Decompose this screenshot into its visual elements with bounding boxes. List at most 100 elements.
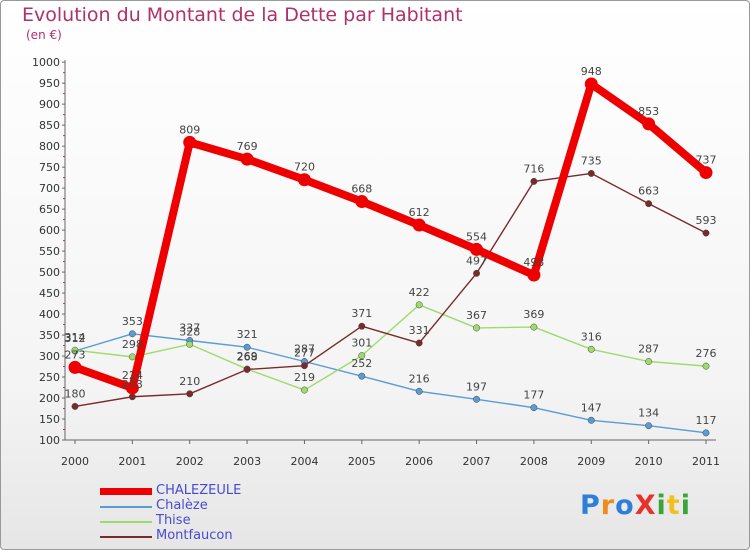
y-tick-label: 200	[39, 392, 60, 405]
legend-label: CHALEZEULE	[156, 483, 242, 498]
x-tick-label: 2002	[176, 455, 204, 468]
data-point	[642, 117, 656, 131]
data-label: 147	[581, 401, 602, 414]
data-point	[355, 195, 369, 209]
data-point	[645, 422, 653, 430]
data-point	[527, 268, 541, 282]
data-label: 331	[409, 324, 430, 337]
data-label: 287	[294, 342, 315, 355]
data-point	[128, 330, 136, 338]
data-label: 216	[409, 372, 430, 385]
x-tick-label: 2007	[463, 455, 491, 468]
data-point	[645, 200, 653, 208]
data-point	[186, 390, 194, 398]
data-point	[183, 135, 197, 149]
y-tick-label: 700	[39, 182, 60, 195]
data-point	[587, 345, 595, 353]
proxiti-logo: ProXiti	[580, 490, 691, 521]
x-tick-label: 2011	[692, 455, 720, 468]
data-label: 497	[466, 254, 487, 267]
data-label: 668	[351, 183, 372, 196]
data-label: 367	[466, 309, 487, 322]
data-label: 735	[581, 154, 602, 167]
data-point	[243, 343, 251, 351]
y-tick-label: 350	[39, 329, 60, 342]
y-tick-label: 150	[39, 413, 60, 426]
data-point	[128, 393, 136, 401]
y-tick-label: 1000	[32, 56, 60, 69]
legend-label: Thise	[156, 513, 191, 528]
data-label: 269	[237, 350, 258, 363]
legend-label: Montfaucon	[156, 528, 233, 543]
data-point	[358, 372, 366, 380]
data-label: 301	[351, 337, 372, 350]
data-point	[587, 169, 595, 177]
data-point	[412, 218, 426, 232]
y-tick-label: 400	[39, 308, 60, 321]
data-point	[530, 404, 538, 412]
data-label: 809	[179, 123, 200, 136]
data-label: 328	[179, 325, 200, 338]
data-point	[645, 358, 653, 365]
data-point	[584, 77, 598, 91]
data-label: 853	[638, 105, 659, 118]
data-label: 316	[581, 330, 602, 343]
x-tick-label: 2001	[118, 455, 146, 468]
y-tick-label: 600	[39, 224, 60, 237]
data-label: 177	[523, 389, 544, 402]
data-label: 353	[122, 315, 143, 328]
data-label: 252	[351, 357, 372, 370]
data-point	[473, 324, 480, 332]
y-tick-label: 450	[39, 287, 60, 300]
y-tick-label: 500	[39, 266, 60, 279]
data-point	[415, 339, 423, 347]
data-label: 197	[466, 380, 487, 393]
data-point	[128, 353, 136, 361]
data-label: 593	[696, 214, 717, 227]
legend-swatch	[100, 521, 152, 523]
series-line-thise	[74, 304, 707, 391]
data-label: 337	[179, 322, 200, 335]
data-label: 612	[409, 206, 430, 219]
data-label: 276	[696, 347, 717, 360]
data-point	[68, 360, 82, 374]
data-point	[470, 242, 484, 256]
data-point	[587, 416, 595, 424]
data-label: 210	[179, 375, 200, 388]
data-point	[125, 381, 139, 395]
chart-subtitle: (en €)	[26, 28, 62, 42]
series-line-montfaucon	[74, 172, 707, 408]
data-label: 180	[65, 387, 86, 400]
data-label: 737	[696, 154, 717, 167]
data-point	[699, 166, 713, 180]
y-tick-label: 550	[39, 245, 60, 258]
y-tick-label: 250	[39, 371, 60, 384]
data-label: 312	[65, 332, 86, 345]
data-point	[702, 429, 710, 437]
data-point	[301, 362, 308, 370]
data-point	[358, 352, 366, 360]
data-point	[358, 322, 366, 330]
x-tick-label: 2009	[577, 455, 605, 468]
data-label: 321	[237, 328, 258, 341]
data-label: 422	[409, 286, 430, 299]
data-point	[71, 402, 79, 410]
data-label: 117	[696, 414, 717, 427]
line-chart: 100 150 200 250 300 350 400 450 500 550 600 650 700 7…	[32, 56, 720, 468]
legend-label: Chalèze	[156, 498, 208, 513]
data-label: 716	[523, 162, 544, 175]
x-tick-label: 2005	[348, 455, 376, 468]
x-tick-label: 2008	[520, 455, 548, 468]
data-point	[702, 362, 710, 370]
data-label: 268	[237, 350, 258, 363]
data-label: 203	[122, 378, 143, 391]
data-point	[301, 386, 308, 394]
x-tick-label: 2003	[233, 455, 261, 468]
data-label: 948	[581, 65, 602, 78]
x-tick-label: 2004	[290, 455, 318, 468]
data-label: 224	[122, 369, 143, 382]
data-point	[530, 323, 538, 331]
data-label: 720	[294, 161, 315, 174]
data-label: 273	[65, 348, 86, 361]
data-label: 277	[294, 347, 315, 360]
